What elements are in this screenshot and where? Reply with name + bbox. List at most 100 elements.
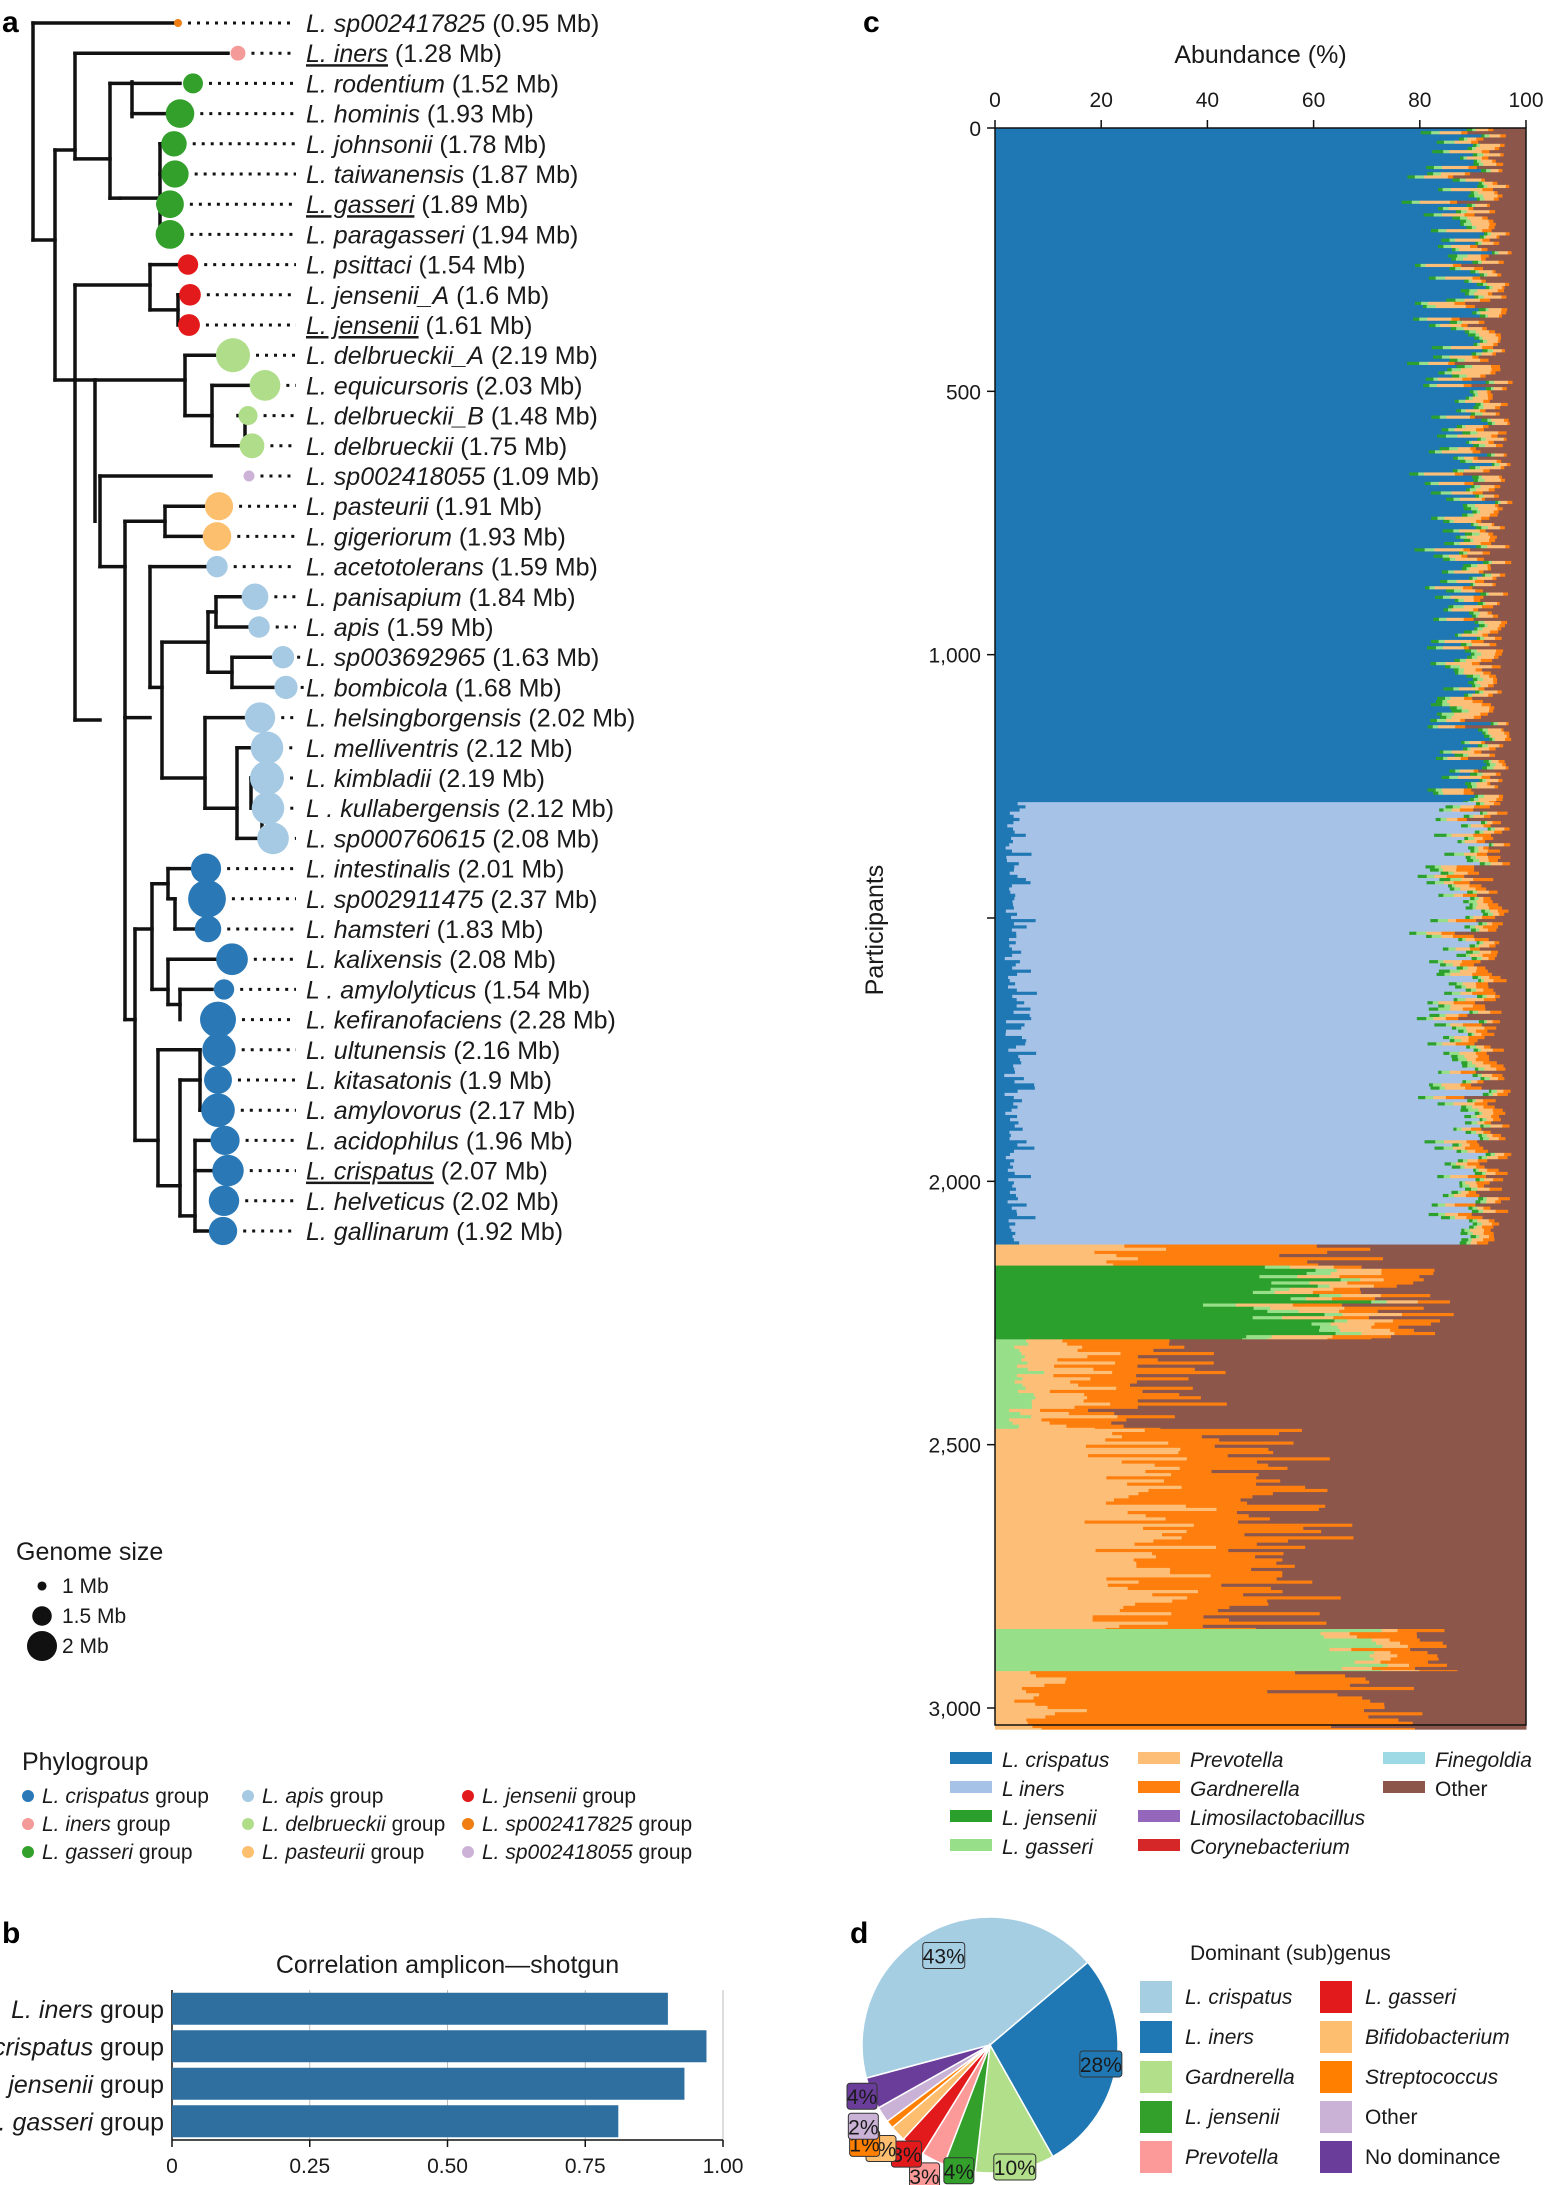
tip-label-equicursoris: L. equicursoris (2.03 Mb) xyxy=(306,372,583,400)
area-strip-Lgasseri xyxy=(1456,982,1464,987)
area-strip-Lgasseri xyxy=(1459,658,1467,663)
area-strip-Gardnerella xyxy=(1497,273,1502,278)
area-strip-Lgasseri xyxy=(1445,434,1458,439)
area-strip-Lcrispatus xyxy=(995,194,1469,199)
tip-circle-delbrueckii xyxy=(239,433,265,459)
area-strip-Prevotella xyxy=(1454,712,1481,717)
area-strip-Ljensenii xyxy=(1460,643,1467,647)
area-strip-Lcrispatus xyxy=(995,617,1434,622)
area-strip-Lcrispatus xyxy=(995,519,1444,524)
area-strip-Prevotella xyxy=(1495,827,1505,832)
area-strip-Other xyxy=(1473,934,1527,939)
area-strip-Gardnerella xyxy=(1463,788,1472,793)
area-strip-Ljensenii xyxy=(1436,699,1443,704)
area-strip-Lcrispatus xyxy=(995,633,1456,638)
area-strip-Other xyxy=(1499,412,1527,417)
area-strip-Ljensenii xyxy=(1481,418,1488,423)
area-strip-Lcrispatus xyxy=(995,137,1460,142)
area-strip-Gardnerella xyxy=(1344,1306,1425,1311)
area-strip-Ljensenii xyxy=(995,1325,1321,1330)
area-strip-Lcrispatus xyxy=(995,317,1414,322)
area-strip-Ljensenii xyxy=(1432,150,1444,154)
area-strip-Ljensenii xyxy=(1490,722,1495,726)
area-strip-Lcrispatus xyxy=(995,327,1452,331)
pie-legend-label-2: Gardnerella xyxy=(1185,2066,1295,2089)
area-strip-Gardnerella xyxy=(1480,541,1492,546)
area-strip-Prevotella xyxy=(995,1498,1115,1503)
pie-pct-label-2: 10% xyxy=(994,2157,1036,2180)
area-strip-Gardnerella xyxy=(1487,928,1497,933)
area-strip-Prevotella xyxy=(1329,1284,1375,1289)
area-strip-Lgasseri xyxy=(1477,677,1484,682)
area-strip-Liners xyxy=(1009,1137,1481,1141)
area-strip-Prevotella xyxy=(1476,782,1488,786)
area-strip-Prevotella xyxy=(995,1680,1066,1685)
area-strip-Other xyxy=(1492,900,1527,904)
tip-label-crispatus-part-0: L. crispatus xyxy=(306,1158,434,1186)
area-strip-Gardnerella xyxy=(1484,1045,1492,1050)
area-strip-Lgasseri xyxy=(1469,289,1478,293)
area-strip-Lgasseri xyxy=(1484,862,1492,866)
tip-label-kimbladii-part-1: (2.19 Mb) xyxy=(431,765,545,793)
area-strip-Lgasseri xyxy=(1471,630,1479,635)
tip-label-kefiranofaciens: L. kefiranofaciens (2.28 Mb) xyxy=(306,1007,616,1035)
area-strip-Ljensenii xyxy=(1451,374,1460,379)
area-strip-Other xyxy=(1499,406,1527,410)
area-strip-Other xyxy=(1467,756,1527,761)
area-strip-Gardnerella xyxy=(1154,1463,1269,1468)
area-strip-Ljensenii xyxy=(1438,371,1446,376)
tip-label-paragasseri: L. paragasseri (1.94 Mb) xyxy=(306,221,578,249)
area-strip-Other xyxy=(1509,184,1527,189)
pie-pct-label-1-part-0: 28% xyxy=(1080,2054,1122,2077)
area-strip-Lcrispatus xyxy=(995,852,1033,857)
area-strip-Gardnerella xyxy=(1481,775,1491,780)
area-strip-Other xyxy=(1482,1216,1527,1220)
area-strip-Lgasseri xyxy=(995,1638,1373,1643)
area-strip-Other xyxy=(1508,909,1527,914)
area-strip-Prevotella xyxy=(1477,630,1491,635)
area-strip-Other xyxy=(1111,1421,1527,1426)
area-strip-Ljensenii xyxy=(995,1294,1320,1298)
area-strip-Ljensenii xyxy=(1460,222,1465,227)
area-strip-Gardnerella xyxy=(1483,1130,1492,1135)
area-strip-Other xyxy=(1157,1358,1527,1363)
phylogroup-legend-dot-6 xyxy=(462,1790,474,1802)
area-strip-Prevotella xyxy=(1451,608,1474,613)
area-strip-Gardnerella xyxy=(1492,922,1504,926)
area-strip-Other xyxy=(1276,1561,1527,1566)
area-strip-Other xyxy=(1483,639,1527,644)
area-strip-Prevotella xyxy=(1021,1358,1058,1363)
area-strip-Lgasseri xyxy=(1472,1099,1477,1103)
area-strip-Ljensenii xyxy=(1459,1181,1463,1186)
area-strip-Liners xyxy=(1013,1064,1463,1069)
area-strip-Lgasseri xyxy=(1462,1159,1468,1163)
size-legend-label-1: 1.5 Mb xyxy=(62,1605,126,1628)
area-strip-Gardnerella xyxy=(1455,1042,1476,1047)
area-strip-Lcrispatus xyxy=(995,988,1018,993)
area-strip-Other xyxy=(1502,1108,1527,1113)
area-strip-Lgasseri xyxy=(1480,1200,1487,1205)
area-strip-Prevotella xyxy=(1483,194,1499,199)
area-strip-Lcrispatus xyxy=(995,1026,1022,1031)
area-strip-Other xyxy=(1487,969,1527,974)
area-strip-Other xyxy=(1498,504,1527,508)
area-strip-Prevotella xyxy=(1448,207,1470,211)
area-strip-Ljensenii xyxy=(1465,855,1472,860)
area-strip-Ljensenii xyxy=(1488,843,1492,847)
area-strip-Ljensenii xyxy=(1430,662,1437,666)
area-strip-Lcrispatus xyxy=(995,849,1013,854)
area-strip-Liners xyxy=(1035,1216,1442,1220)
area-strip-Liners xyxy=(1012,966,1458,971)
area-strip-Lgasseri xyxy=(1486,766,1494,771)
area-strip-Other xyxy=(1493,1231,1527,1236)
area-strip-Prevotella xyxy=(1471,1080,1478,1084)
area-strip-Prevotella xyxy=(995,1501,1107,1506)
area-strip-Prevotella xyxy=(1451,346,1483,350)
area-strip-Ljensenii xyxy=(1479,1118,1483,1122)
tip-label-amylolyticus: L . amylolyticus (1.54 Mb) xyxy=(306,976,590,1004)
area-strip-Other xyxy=(1504,349,1527,353)
area-strip-Prevotella xyxy=(1341,1666,1373,1671)
area-strip-Ljensenii xyxy=(1427,725,1434,729)
area-strip-Lcrispatus xyxy=(995,560,1484,565)
area-strip-Liners xyxy=(1010,1118,1481,1122)
